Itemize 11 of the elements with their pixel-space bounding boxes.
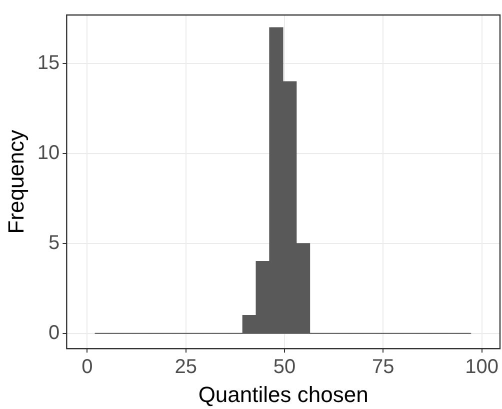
y-tick-label: 15 (37, 52, 60, 74)
x-tick-label: 25 (174, 356, 197, 378)
x-tick-label: 50 (273, 356, 296, 378)
x-tick-label: 75 (372, 356, 394, 378)
y-tick-label: 0 (48, 322, 60, 344)
x-tick-label: 100 (465, 356, 499, 378)
y-axis-title: Frequency (3, 130, 28, 234)
x-axis-title: Quantiles chosen (198, 382, 368, 407)
y-tick-label: 10 (37, 142, 60, 164)
y-tick-label: 5 (48, 232, 60, 254)
x-tick-label: 0 (82, 356, 93, 378)
